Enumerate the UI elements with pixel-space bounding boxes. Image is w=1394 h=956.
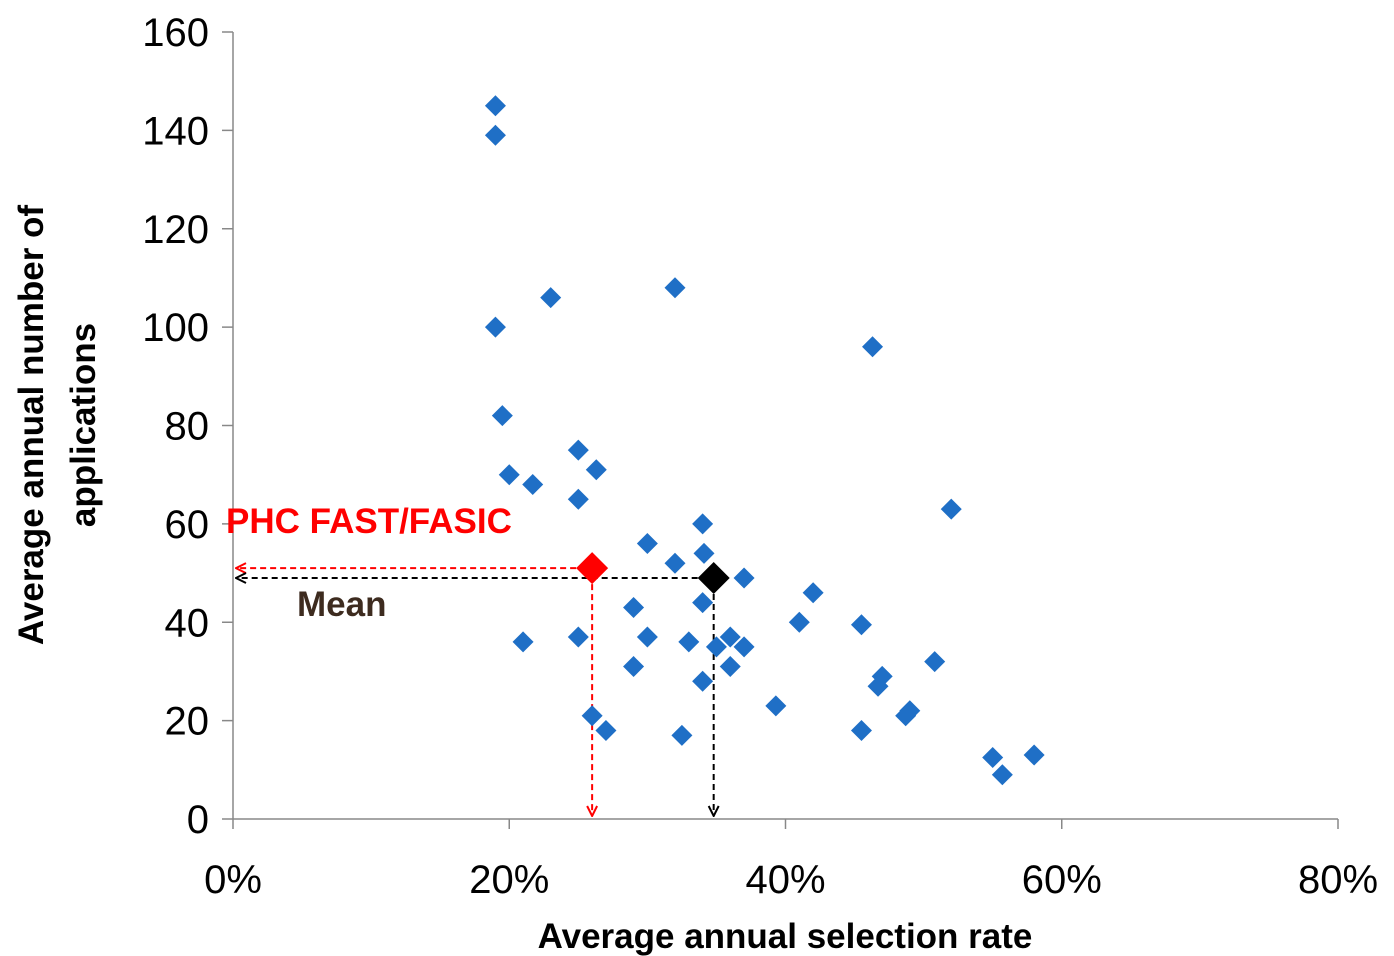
data-point xyxy=(940,498,962,520)
y-tick-label: 40 xyxy=(165,601,210,645)
data-point xyxy=(788,611,810,633)
data-point xyxy=(512,631,534,653)
data-point xyxy=(585,459,607,481)
phc-annotation-label: PHC FAST/FASIC xyxy=(226,502,512,541)
data-point xyxy=(491,405,513,427)
data-point xyxy=(1023,744,1045,766)
data-point xyxy=(692,592,714,614)
data-point xyxy=(899,700,921,722)
highlight-point xyxy=(576,552,609,585)
y-tick-label: 120 xyxy=(142,208,209,252)
data-point xyxy=(862,336,884,358)
data-point xyxy=(982,747,1004,769)
data-point xyxy=(671,724,693,746)
data-point xyxy=(540,287,562,309)
data-point xyxy=(636,626,658,648)
data-points xyxy=(484,95,1045,786)
guide-arrows xyxy=(236,568,714,816)
data-point xyxy=(484,316,506,338)
y-tick-label: 0 xyxy=(187,798,209,842)
x-tick-label: 60% xyxy=(1022,858,1102,902)
ticks: 0 20 40 60 80 100 120 140 160 0% 20% 40% 60% 80% xyxy=(142,11,1378,902)
data-point xyxy=(664,277,686,299)
data-point xyxy=(719,626,741,648)
data-point xyxy=(595,719,617,741)
data-point xyxy=(991,764,1013,786)
data-point xyxy=(567,488,589,510)
data-point xyxy=(623,656,645,678)
y-axis-title: Average annual number of applications xyxy=(12,205,103,646)
data-point xyxy=(522,474,544,496)
y-axis-title-line-1: Average annual number of xyxy=(12,205,51,646)
highlight-point xyxy=(697,561,730,594)
mean-annotation-label: Mean xyxy=(297,585,386,624)
data-point xyxy=(567,626,589,648)
data-point xyxy=(924,651,946,673)
data-point xyxy=(484,95,506,117)
highlight-points xyxy=(576,552,730,594)
y-tick-label: 100 xyxy=(142,306,209,350)
data-point xyxy=(664,552,686,574)
data-point xyxy=(678,631,700,653)
y-tick-label: 160 xyxy=(142,11,209,55)
data-point xyxy=(484,124,506,146)
x-tick-label: 40% xyxy=(745,858,825,902)
data-point xyxy=(623,596,645,618)
y-tick-label: 140 xyxy=(142,109,209,153)
data-point xyxy=(867,675,889,697)
data-point xyxy=(498,464,520,486)
axes xyxy=(232,32,1338,820)
y-tick-label: 60 xyxy=(165,503,210,547)
data-point xyxy=(802,582,824,604)
data-point xyxy=(719,656,741,678)
y-tick-label: 20 xyxy=(165,700,210,744)
data-point xyxy=(733,567,755,589)
x-tick-label: 80% xyxy=(1298,858,1378,902)
y-tick-label: 80 xyxy=(165,405,210,449)
x-tick-label: 0% xyxy=(204,858,262,902)
y-axis-title-line-2: applications xyxy=(64,323,103,527)
data-point xyxy=(636,533,658,555)
data-point xyxy=(850,719,872,741)
data-point xyxy=(693,542,715,564)
data-point xyxy=(765,695,787,717)
data-point xyxy=(850,614,872,636)
x-axis-title: Average annual selection rate xyxy=(538,917,1033,956)
data-point xyxy=(733,636,755,658)
data-point xyxy=(581,705,603,727)
data-point xyxy=(692,670,714,692)
data-point xyxy=(705,636,727,658)
x-tick-label: 20% xyxy=(469,858,549,902)
data-point xyxy=(692,513,714,535)
data-point xyxy=(567,439,589,461)
